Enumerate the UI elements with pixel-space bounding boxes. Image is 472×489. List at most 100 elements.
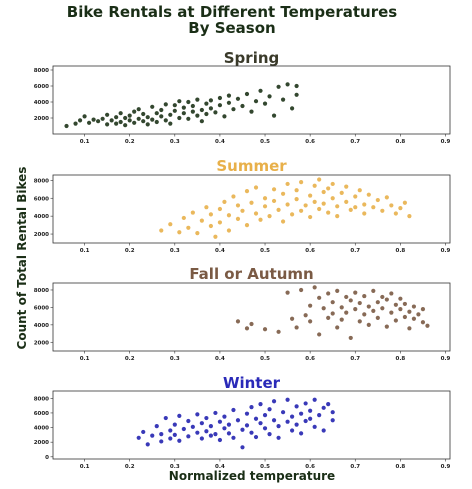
data-point <box>235 216 241 221</box>
data-point <box>118 119 123 125</box>
y-tick-label: 0 <box>45 455 49 461</box>
data-point <box>199 436 204 441</box>
data-point <box>276 329 281 334</box>
data-point <box>290 414 295 419</box>
data-point <box>384 297 389 302</box>
data-point <box>357 188 362 193</box>
data-point <box>181 105 186 110</box>
x-tick-label: 0.2 <box>125 139 135 145</box>
panel-winter: Winter 0.1 0.2 0.3 0.4 0.5 0.6 0.7 0.8 0.9 0 2000 40… <box>34 374 451 470</box>
data-point <box>195 412 200 417</box>
data-point <box>321 428 326 433</box>
x-tick-label: 0.3 <box>170 464 180 470</box>
y-tick-label: 8000 <box>34 396 49 402</box>
data-point <box>267 94 272 99</box>
data-point <box>226 93 232 98</box>
data-point <box>294 422 299 427</box>
data-point <box>285 82 290 87</box>
data-point <box>330 196 335 201</box>
x-tick-label: 0.7 <box>350 356 360 362</box>
data-point <box>177 115 182 121</box>
data-point <box>380 294 385 300</box>
data-point <box>330 300 335 305</box>
data-point <box>317 295 322 300</box>
data-point <box>195 231 200 236</box>
data-point <box>105 112 110 117</box>
data-point <box>118 111 123 116</box>
data-point <box>181 426 186 432</box>
data-point <box>177 99 182 104</box>
data-point <box>222 199 227 204</box>
x-tick-label: 0.8 <box>396 356 406 362</box>
y-tick-label: 4000 <box>34 323 49 329</box>
panel-fall-or-autumn: Fall or Autumn 0.1 0.2 0.3 0.4 0.5 0.6 0.7 0.8 0.… <box>34 265 451 362</box>
data-point <box>393 302 398 307</box>
figure-title-line1: Bike Rentals at Different Temperatures <box>67 3 397 21</box>
data-point <box>353 290 358 295</box>
data-point <box>186 225 191 230</box>
data-point <box>280 97 286 102</box>
y-tick-label: 4000 <box>34 214 49 220</box>
data-point <box>321 201 326 206</box>
data-point <box>276 424 281 429</box>
data-point <box>217 206 223 212</box>
data-point <box>96 119 101 124</box>
data-point <box>317 413 322 418</box>
data-point <box>141 111 146 117</box>
data-point <box>308 416 313 421</box>
panel-title-summer: Summer <box>216 157 287 175</box>
data-point <box>244 189 250 194</box>
panels: Spring 0.1 0.2 0.3 0.4 0.5 0.6 0.7 0.8 0.9 2000 400… <box>34 49 451 470</box>
data-point <box>177 230 182 235</box>
data-point <box>127 113 132 118</box>
data-point <box>109 118 114 123</box>
data-point <box>362 293 367 299</box>
data-point <box>321 306 326 311</box>
data-point <box>258 88 263 93</box>
x-tick-label: 0.3 <box>170 248 180 254</box>
data-point <box>226 228 232 233</box>
data-point <box>154 424 159 429</box>
data-point <box>204 415 209 421</box>
y-tick-label: 2000 <box>34 340 49 346</box>
data-point <box>141 429 146 435</box>
data-point <box>168 222 173 227</box>
data-point <box>168 428 173 433</box>
x-tick-label: 0.1 <box>80 139 90 145</box>
data-point <box>190 210 195 215</box>
data-point <box>362 312 367 317</box>
data-point <box>186 116 191 121</box>
data-point <box>168 112 173 117</box>
data-point <box>353 307 358 312</box>
x-tick-label: 0.4 <box>215 356 225 362</box>
data-point <box>290 316 295 321</box>
x-tick-label: 0.9 <box>441 356 451 362</box>
data-point <box>339 305 344 310</box>
plot-frame <box>52 65 451 135</box>
data-point <box>294 404 299 409</box>
data-point <box>132 109 137 114</box>
data-point <box>335 214 340 219</box>
data-point <box>393 211 398 216</box>
data-point <box>172 108 177 113</box>
data-point <box>411 316 417 321</box>
data-point <box>271 113 277 118</box>
data-point <box>136 435 141 440</box>
data-point <box>271 187 277 192</box>
data-point <box>326 291 331 296</box>
data-point <box>64 123 69 129</box>
data-point <box>159 228 164 233</box>
y-axis-label: Count of Total Rental Bikes <box>15 167 29 350</box>
data-point <box>235 203 241 208</box>
data-point <box>375 300 380 305</box>
data-point <box>208 223 213 229</box>
data-point <box>267 407 272 412</box>
data-point <box>244 223 250 228</box>
data-point <box>222 426 227 431</box>
data-point <box>402 301 407 307</box>
data-point <box>402 314 407 320</box>
data-point <box>114 121 119 126</box>
data-point <box>299 431 304 436</box>
data-point <box>199 119 204 124</box>
data-point <box>344 294 349 300</box>
